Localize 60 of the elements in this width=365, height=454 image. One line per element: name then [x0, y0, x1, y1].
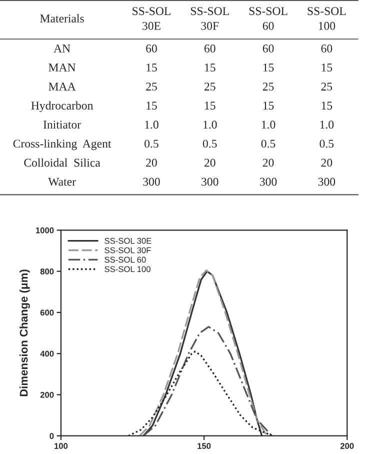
y-tick-label: 800	[40, 268, 54, 274]
text: 25	[321, 82, 332, 91]
x-tick-label: 200	[340, 443, 354, 449]
text: 1.0	[204, 120, 217, 129]
legend-label: SS-SOL 30F	[104, 247, 151, 254]
text: 60	[262, 44, 274, 52]
y-tick-label: 600	[40, 310, 54, 316]
text: 1.0	[145, 120, 158, 129]
category-label: Initiator	[43, 120, 81, 129]
text: 300	[318, 178, 336, 186]
text: 1.0	[262, 120, 276, 129]
text: 15	[205, 102, 216, 110]
legend-label: SS-SOL 60	[104, 256, 146, 263]
text: 15	[146, 102, 157, 110]
category-label: SS-SOL 60	[249, 7, 288, 30]
y-axis-title: Dimension Change (μm)	[20, 270, 30, 396]
category-label: SS-SOL 30E	[132, 7, 170, 30]
y-tick-label: 1000	[36, 227, 54, 234]
text: 300	[202, 178, 218, 186]
text: 60	[321, 44, 332, 52]
category-label: SS-SOL 30F	[190, 7, 229, 30]
text: 15	[205, 64, 216, 72]
text: 20	[262, 158, 274, 167]
legend-label: SS-SOL 30E	[104, 238, 152, 244]
category-label: Water	[48, 178, 76, 186]
text: 0.5	[144, 140, 158, 148]
y-tick-label: 200	[40, 392, 54, 398]
text: 25	[204, 82, 216, 91]
x-tick-label: 100	[54, 443, 68, 449]
category-label: Materials	[40, 14, 84, 22]
category-label: AN	[54, 44, 70, 52]
legend-label: SS-SOL 100	[104, 266, 150, 272]
text: 0.5	[320, 140, 334, 148]
text: 20	[146, 158, 157, 167]
text: 0.5	[202, 140, 217, 148]
text: 0.5	[261, 140, 276, 148]
text: 15	[146, 64, 157, 72]
category-label: MAN	[48, 64, 76, 72]
line-series	[142, 326, 273, 436]
y-tick-label: 400	[40, 350, 54, 357]
text: 25	[262, 82, 274, 91]
text: 15	[263, 102, 274, 110]
text: 20	[321, 158, 332, 167]
category-label: SS-SOL 100	[308, 7, 346, 30]
text: 60	[204, 44, 216, 52]
y-tick-label: 0	[50, 433, 54, 439]
text: 1.0	[320, 120, 334, 129]
category-label: Cross-linking Agent	[13, 139, 112, 150]
category-label: Hydrocarbon	[31, 101, 94, 112]
x-tick-label: 150	[198, 443, 211, 449]
category-label: MAA	[48, 82, 76, 90]
text: 300	[143, 178, 160, 186]
text: 15	[263, 64, 274, 72]
category-label: Colloidal Silica	[24, 158, 100, 167]
text: 60	[146, 44, 157, 52]
text: 25	[146, 82, 157, 91]
text: 20	[204, 158, 216, 167]
text: 15	[322, 64, 332, 72]
text: 300	[260, 178, 277, 186]
text: 15	[322, 102, 332, 110]
